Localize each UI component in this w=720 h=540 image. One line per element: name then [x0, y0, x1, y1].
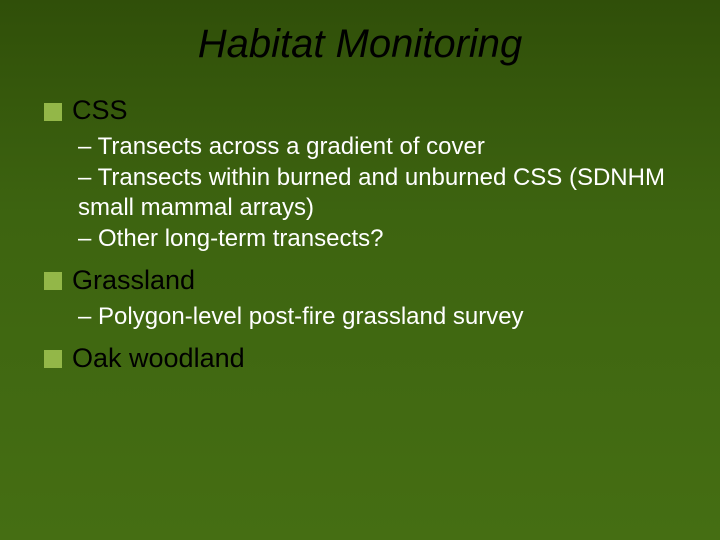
list-item: – Polygon-level post-fire grassland surv… — [78, 302, 680, 333]
bullet-icon — [44, 103, 62, 121]
subitems: – Transects across a gradient of cover –… — [44, 132, 680, 255]
slide-title: Habitat Monitoring — [40, 22, 680, 67]
slide-content: CSS – Transects across a gradient of cov… — [40, 95, 680, 374]
section-header: CSS — [44, 95, 680, 126]
section-header: Grassland — [44, 265, 680, 296]
section-oak-woodland: Oak woodland — [44, 343, 680, 374]
bullet-icon — [44, 350, 62, 368]
list-item: – Other long-term transects? — [78, 224, 680, 255]
list-item: – Transects across a gradient of cover — [78, 132, 680, 163]
bullet-icon — [44, 272, 62, 290]
section-title: Grassland — [72, 265, 195, 296]
section-header: Oak woodland — [44, 343, 680, 374]
section-title: CSS — [72, 95, 128, 126]
section-title: Oak woodland — [72, 343, 245, 374]
subitems: – Polygon-level post-fire grassland surv… — [44, 302, 680, 333]
list-item: – Transects within burned and unburned C… — [78, 163, 680, 224]
section-grassland: Grassland – Polygon-level post-fire gras… — [44, 265, 680, 333]
section-css: CSS – Transects across a gradient of cov… — [44, 95, 680, 255]
